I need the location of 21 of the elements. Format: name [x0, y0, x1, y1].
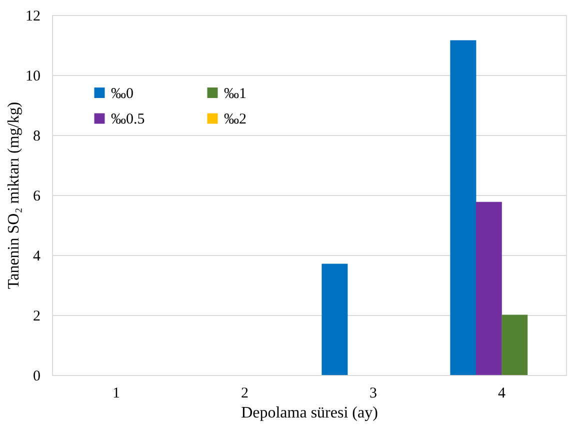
bar — [450, 40, 476, 375]
x-tick-label: 1 — [112, 386, 120, 402]
y-tick-label: 2 — [33, 308, 40, 324]
x-axis-title: Depolama süresi (ay) — [241, 404, 378, 422]
y-tick-label: 4 — [33, 248, 41, 264]
y-tick-label: 6 — [33, 188, 41, 204]
y-tick-label: 10 — [26, 68, 40, 84]
legend-label: ‰1 — [224, 86, 246, 102]
x-tick-label: 3 — [370, 386, 377, 402]
y-tick-label: 8 — [33, 128, 40, 144]
y-tick-label: 12 — [26, 8, 40, 24]
x-tick-label: 2 — [241, 386, 248, 402]
y-tick-label: 0 — [33, 368, 40, 384]
x-tick-label: 4 — [498, 386, 506, 402]
y-axis-title: Tanenin SO₂ miktarı (mg/kg) — [6, 102, 22, 290]
bar — [502, 314, 528, 375]
legend-label: ‰0 — [111, 86, 134, 102]
bar — [476, 202, 502, 375]
legend-label: ‰2 — [224, 112, 246, 128]
bar — [322, 264, 348, 375]
legend-label: ‰0.5 — [111, 112, 145, 128]
